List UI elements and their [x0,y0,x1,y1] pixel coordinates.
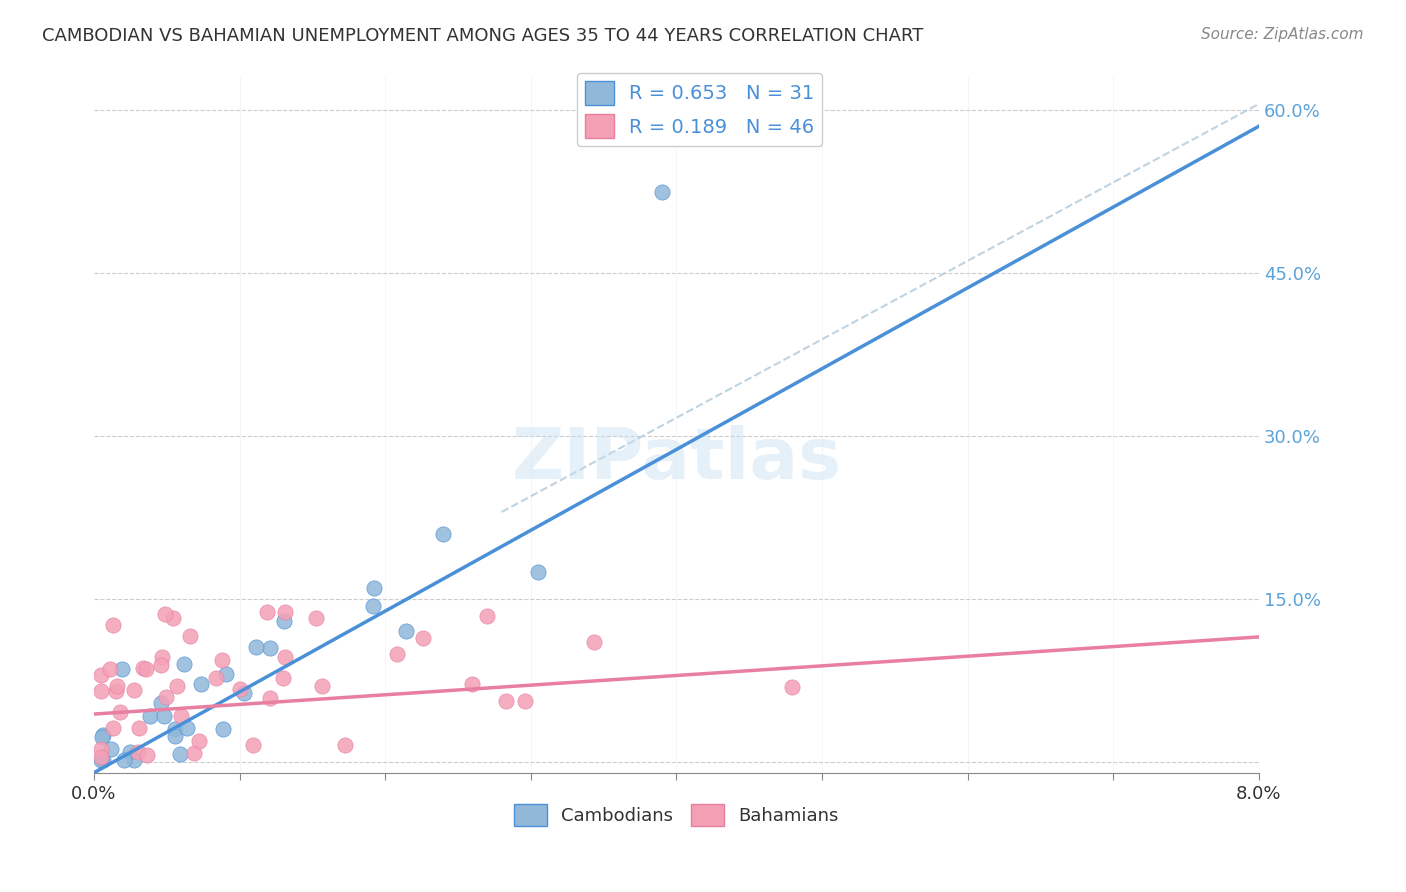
Point [104,683,127,698]
Point [215,666,238,681]
Point [139,708,162,723]
Point [311,679,333,693]
Point [229,681,252,696]
Point [190,677,212,691]
Point [169,747,191,761]
Point [412,631,434,645]
Point [135,662,157,676]
Point [170,709,193,723]
Point [90,753,112,767]
Point [432,526,454,541]
Point [128,722,150,736]
Point [127,745,149,759]
Point [363,581,385,595]
Text: CAMBODIAN VS BAHAMIAN UNEMPLOYMENT AMONG AGES 35 TO 44 YEARS CORRELATION CHART: CAMBODIAN VS BAHAMIAN UNEMPLOYMENT AMONG… [42,27,924,45]
Point [90,731,112,745]
Point [108,706,131,720]
Point [98,662,121,676]
Point [111,662,134,676]
Point [101,618,124,632]
Point [245,640,267,655]
Point [527,566,550,580]
Point [211,653,233,667]
Point [723,103,745,117]
Point [150,650,173,665]
Point [155,690,177,705]
Point [495,694,517,708]
Point [90,741,112,756]
Point [274,650,297,665]
Point [361,599,384,613]
Point [395,624,418,639]
Point [162,611,184,625]
Text: Source: ZipAtlas.com: Source: ZipAtlas.com [1201,27,1364,42]
Point [120,745,142,759]
Point [166,679,188,693]
Point [780,680,803,694]
Point [150,658,173,673]
Point [173,657,195,671]
Point [259,640,281,655]
Point [91,728,114,742]
Point [179,629,201,643]
Point [513,694,536,708]
Point [163,730,186,744]
Point [176,721,198,735]
Point [651,185,673,199]
Point [163,722,186,736]
Point [242,738,264,752]
Point [333,738,356,752]
Point [273,671,295,685]
Point [273,614,295,628]
Point [103,721,125,735]
Point [122,753,145,767]
Point [90,750,112,764]
Point [100,742,122,756]
Point [90,667,112,681]
Point [256,605,278,619]
Point [122,682,145,697]
Point [385,647,408,661]
Point [112,753,135,767]
Point [136,748,159,763]
Point [461,677,484,691]
Legend: Cambodians, Bahamians: Cambodians, Bahamians [508,797,845,833]
Point [583,635,606,649]
Text: ZIPatlas: ZIPatlas [512,425,841,494]
Point [153,607,176,621]
Point [131,661,153,675]
Point [105,679,128,693]
Point [205,671,228,685]
Point [305,611,328,625]
Point [274,605,297,619]
Point [477,609,499,624]
Point [259,691,281,706]
Point [153,709,176,723]
Point [211,722,233,736]
Point [150,696,173,710]
Point [91,753,114,767]
Point [90,684,112,698]
Point [183,746,205,760]
Point [188,733,211,747]
Point [232,686,254,700]
